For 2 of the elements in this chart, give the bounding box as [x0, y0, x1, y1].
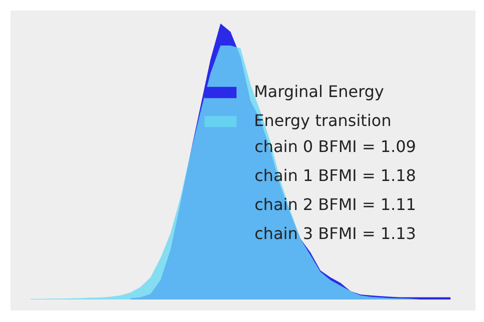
annotation: chain 3 BFMI = 1.13	[254, 224, 416, 243]
legend-label: Marginal Energy	[254, 82, 384, 101]
